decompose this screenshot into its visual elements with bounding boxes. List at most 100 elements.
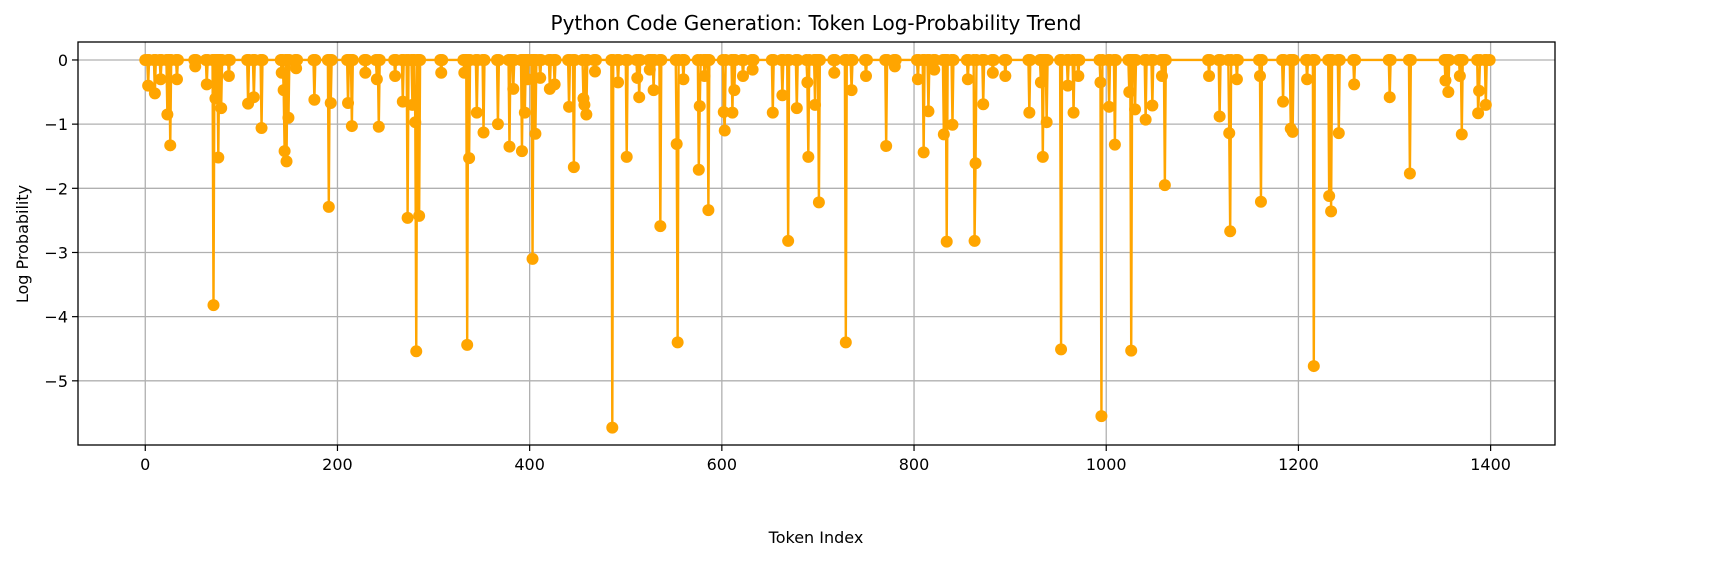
data-point — [1123, 86, 1136, 99]
x-tick-label: 600 — [707, 455, 738, 474]
data-point — [670, 138, 683, 151]
y-tick-label: −4 — [44, 308, 68, 327]
data-point — [1072, 70, 1085, 83]
x-tick-label: 800 — [899, 455, 930, 474]
data-point — [1439, 74, 1452, 87]
data-point — [1230, 73, 1243, 86]
data-point — [342, 96, 355, 109]
data-point — [1095, 410, 1108, 423]
y-tick-label: 0 — [58, 51, 68, 70]
data-point — [1349, 53, 1362, 66]
x-tick-label: 1400 — [1470, 455, 1511, 474]
data-point — [718, 124, 731, 137]
data-point — [1073, 53, 1086, 66]
data-point — [634, 53, 647, 66]
plot-frame — [77, 41, 1556, 446]
data-point — [389, 70, 402, 83]
data-point — [922, 105, 935, 118]
data-point — [606, 421, 619, 434]
data-point — [478, 53, 491, 66]
data-point — [278, 145, 291, 158]
data-point — [518, 106, 531, 119]
data-point — [190, 53, 203, 66]
data-point — [940, 235, 953, 248]
data-point — [435, 66, 448, 79]
data-point — [1277, 95, 1290, 108]
data-point — [846, 53, 859, 66]
data-point — [247, 91, 260, 104]
data-point — [1223, 127, 1236, 140]
data-point — [1307, 360, 1320, 373]
data-point — [396, 95, 409, 108]
data-point — [1301, 73, 1314, 86]
data-point — [1213, 110, 1226, 123]
data-point — [612, 76, 625, 89]
data-point — [1130, 53, 1143, 66]
data-point — [677, 73, 690, 86]
data-point — [1146, 99, 1159, 112]
data-point — [414, 53, 427, 66]
data-point — [813, 53, 826, 66]
data-point — [829, 53, 842, 66]
data-point — [256, 53, 269, 66]
data-point — [947, 53, 960, 66]
x-tick-label: 1000 — [1086, 455, 1127, 474]
data-point — [529, 127, 542, 140]
data-point — [1203, 70, 1216, 83]
data-point — [470, 106, 483, 119]
data-point — [563, 100, 576, 113]
data-point — [790, 102, 803, 115]
data-point — [999, 70, 1012, 83]
data-point — [222, 70, 235, 83]
data-point — [567, 161, 580, 174]
data-point — [1129, 103, 1142, 116]
data-point — [410, 345, 423, 358]
data-point — [977, 98, 990, 111]
data-point — [346, 53, 359, 66]
data-point — [255, 121, 268, 134]
data-point — [588, 65, 601, 78]
data-point — [1479, 98, 1492, 111]
data-point — [1403, 167, 1416, 180]
data-point — [812, 196, 825, 209]
data-point — [961, 73, 974, 86]
data-point — [633, 91, 646, 104]
data-point — [1404, 53, 1417, 66]
data-point — [791, 53, 804, 66]
data-point — [548, 78, 561, 91]
data-point — [1023, 106, 1036, 119]
data-point — [703, 53, 716, 66]
data-point — [1139, 113, 1152, 126]
data-point — [654, 220, 667, 233]
data-point — [1040, 116, 1053, 129]
data-point — [828, 66, 841, 79]
data-point — [1224, 225, 1237, 238]
x-tick-label: 0 — [140, 455, 150, 474]
data-point — [621, 53, 634, 66]
data-point — [655, 53, 668, 66]
data-point — [1125, 344, 1138, 357]
data-point — [671, 336, 684, 349]
data-point — [458, 66, 471, 79]
data-point — [726, 106, 739, 119]
y-axis-label: Log Probability — [13, 185, 32, 303]
data-point — [526, 252, 539, 265]
data-point — [987, 53, 1000, 66]
data-point — [839, 336, 852, 349]
data-point — [1323, 190, 1336, 203]
data-point — [1094, 76, 1107, 89]
data-point — [647, 84, 660, 97]
data-point — [620, 150, 633, 163]
data-point — [1286, 125, 1299, 138]
data-point — [1483, 53, 1496, 66]
data-point — [736, 70, 749, 83]
data-point — [345, 120, 358, 133]
data-point — [461, 338, 474, 351]
data-point — [521, 73, 534, 86]
data-point — [370, 73, 383, 86]
data-point — [782, 234, 795, 247]
data-point — [1036, 150, 1049, 163]
chart-title: Python Code Generation: Token Log-Probab… — [551, 11, 1082, 35]
data-point — [207, 299, 220, 312]
